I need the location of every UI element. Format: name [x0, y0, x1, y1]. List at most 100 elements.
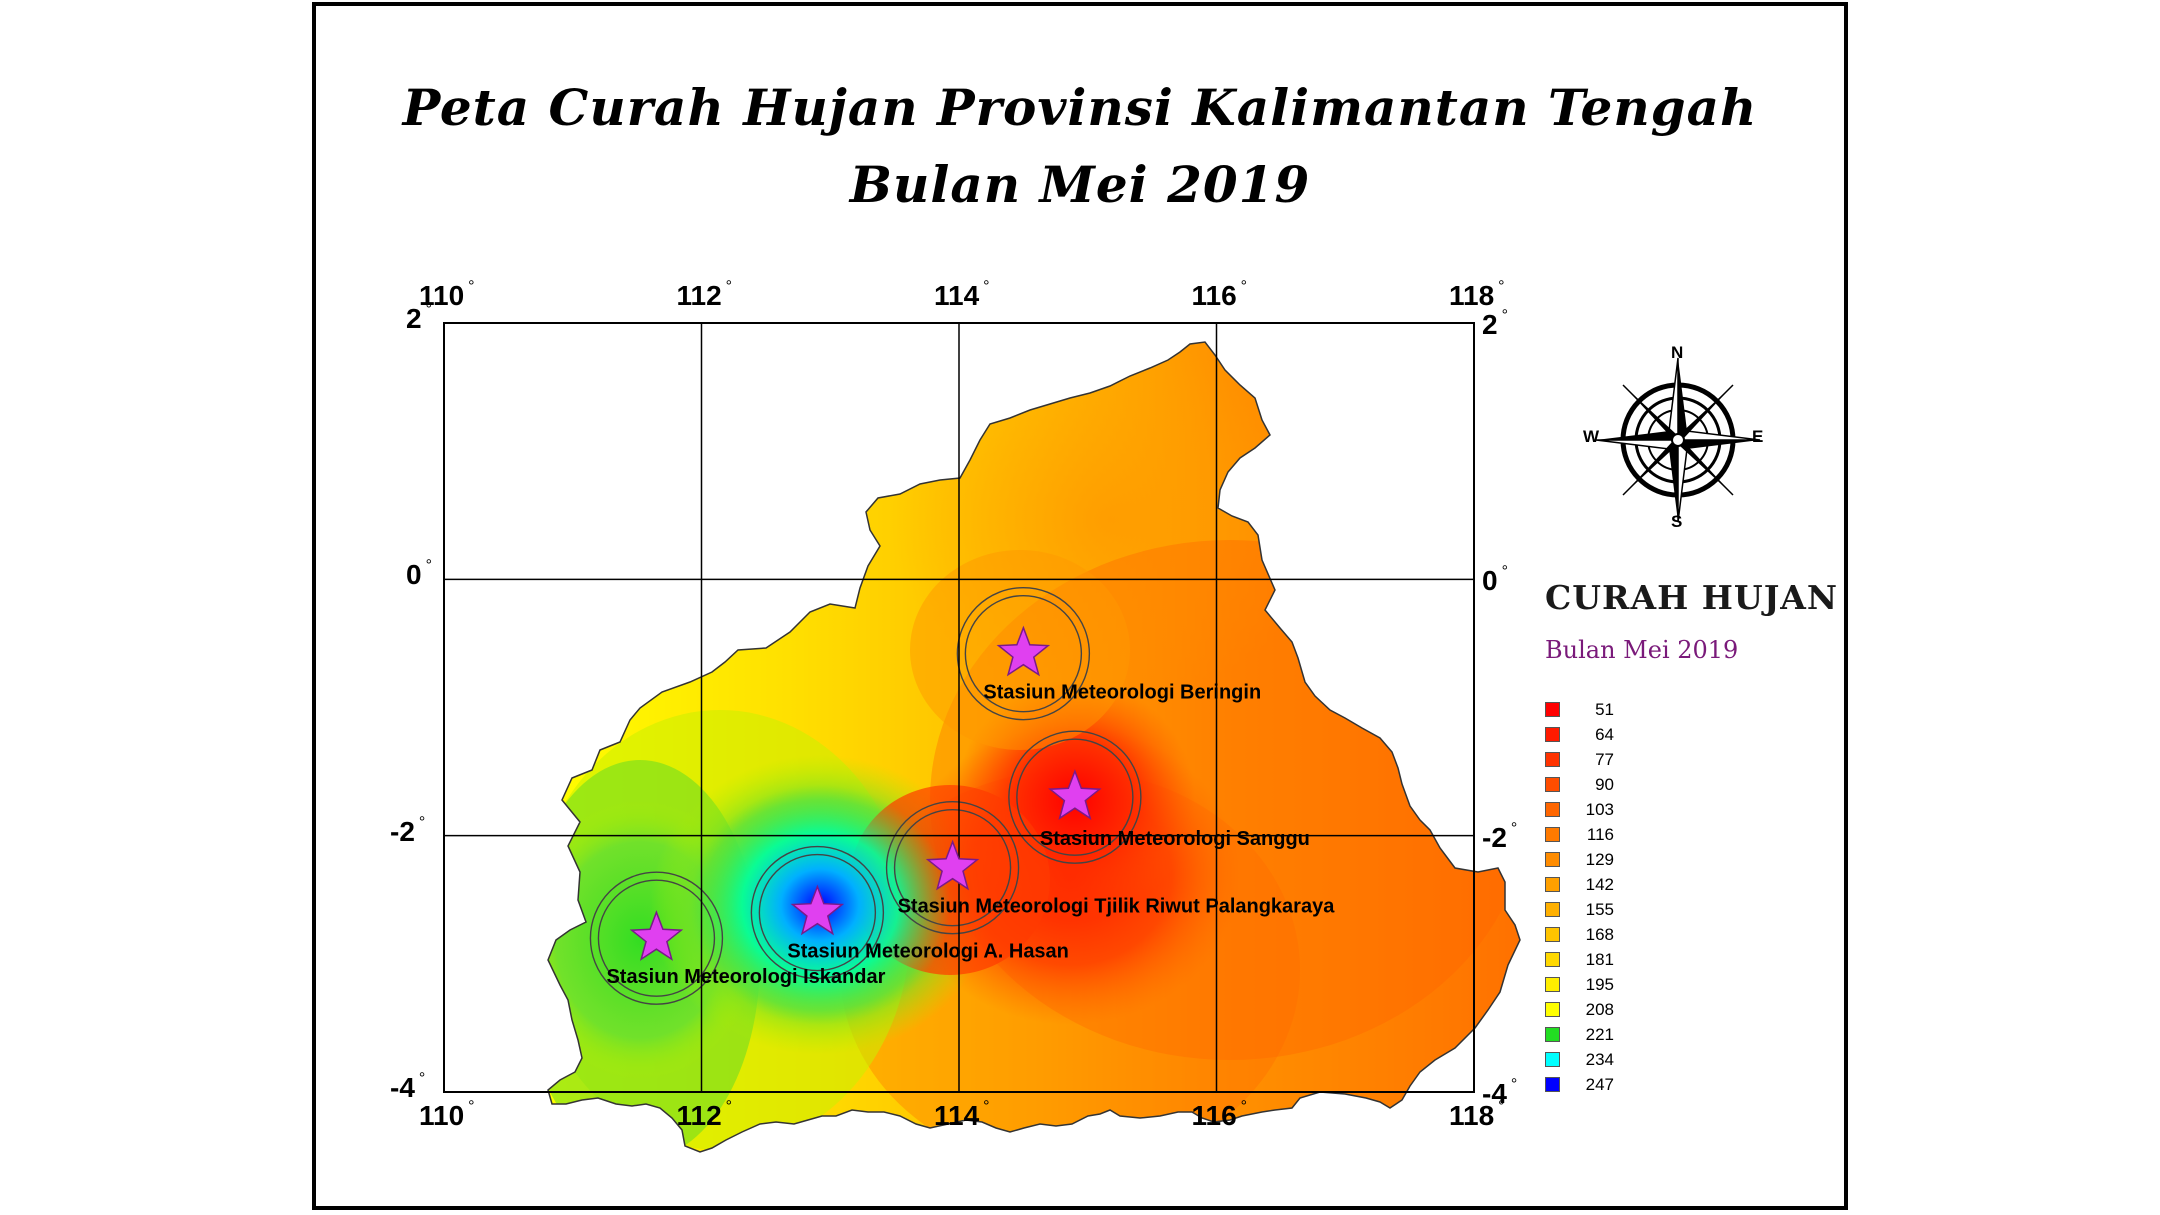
legend-swatch [1545, 1002, 1560, 1017]
legend-value: 103 [1585, 799, 1614, 819]
compass-rose-icon [1595, 357, 1761, 523]
station-marker-star-icon[interactable] [629, 910, 684, 961]
lat-tick-right: 2 ° [1482, 307, 1508, 340]
legend-value: 221 [1585, 1024, 1614, 1044]
legend-value: 142 [1585, 874, 1614, 894]
legend-item: 195 [1545, 972, 1614, 997]
lon-tick-top: 112 ° [676, 278, 733, 311]
legend-item: 221 [1545, 1022, 1614, 1047]
station-label: Stasiun Meteorologi Beringin [983, 682, 1261, 704]
lat-tick-left: -2 ° [390, 813, 426, 847]
legend-swatch [1545, 877, 1560, 892]
station-buffer-ring [885, 801, 1020, 935]
legend-value: 247 [1585, 1074, 1614, 1094]
station-marker-star-icon[interactable] [996, 625, 1051, 677]
station-buffer-ring [893, 809, 1012, 927]
station-marker-star-icon[interactable] [925, 839, 980, 891]
lat-tick-left: 0 ° [406, 557, 432, 591]
lon-tick-bottom: 112 ° [676, 1098, 733, 1131]
province-boundary [547, 341, 1521, 1153]
legend-item: 155 [1545, 897, 1614, 922]
legend-swatch [1545, 777, 1560, 792]
legend-value: 168 [1585, 924, 1614, 944]
legend-item: 129 [1545, 847, 1614, 872]
legend-swatch [1545, 927, 1560, 942]
legend-value: 64 [1595, 724, 1614, 744]
station-label: Stasiun Meteorologi A. Hasan [787, 941, 1069, 963]
legend-item: 181 [1545, 947, 1614, 972]
station-buffer-ring [956, 586, 1091, 721]
compass-north-label: N [1671, 343, 1684, 362]
station-buffer-ring [750, 845, 885, 980]
station-buffer-ring [597, 879, 716, 997]
legend-value: 181 [1585, 949, 1614, 969]
graticule [444, 323, 1474, 1092]
legend-swatch [1545, 952, 1560, 967]
legend-value: 234 [1585, 1049, 1614, 1069]
legend-item: 142 [1545, 872, 1614, 897]
legend-item: 103 [1545, 797, 1614, 822]
lat-tick-right: 0 ° [1482, 563, 1508, 597]
station-label: Stasiun Meteorologi Iskandar [606, 966, 885, 988]
legend-item: 168 [1545, 922, 1614, 947]
legend-swatch [1545, 702, 1560, 717]
legend-item: 208 [1545, 997, 1614, 1022]
map-border [443, 322, 1475, 1093]
stations-layer: Stasiun Meteorologi Beringin Stasiun Mete… [606, 625, 1335, 988]
station-buffer-ring [758, 853, 877, 972]
station-buffer-ring [1016, 738, 1134, 856]
legend-list: 51 64 77 90 103 116 129 142 155 168 181 195 208 221 23… [1545, 697, 1614, 1097]
legend-value: 129 [1585, 849, 1614, 869]
legend-swatch [1545, 827, 1560, 842]
legend-title: CURAH HUJAN [1545, 578, 1839, 617]
station-marker-star-icon[interactable] [790, 884, 845, 936]
station-buffer-ring [964, 594, 1083, 713]
legend-item: 116 [1545, 822, 1614, 847]
lat-tick-right: -4 ° [1482, 1076, 1518, 1109]
legend-value: 77 [1595, 749, 1614, 769]
station-buffer-ring [589, 871, 724, 1005]
lon-tick-bottom: 118 ° [1449, 1098, 1505, 1131]
legend-swatch [1545, 902, 1560, 917]
station-marker-star-icon[interactable] [1048, 769, 1102, 821]
legend-value: 116 [1586, 824, 1614, 844]
lon-tick-bottom: 110 ° [419, 1098, 475, 1131]
legend-value: 208 [1585, 999, 1614, 1019]
legend-swatch [1545, 1052, 1560, 1067]
compass-south-label: S [1671, 512, 1683, 531]
lon-tick-top: 114 ° [934, 278, 990, 311]
legend-swatch [1545, 852, 1560, 867]
legend-item: 90 [1545, 772, 1614, 797]
legend-swatch [1545, 752, 1560, 767]
map-title: Peta Curah Hujan Provinsi Kalimantan Ten… [402, 78, 1758, 137]
map-subtitle: Bulan Mei 2019 [849, 155, 1311, 214]
compass-east-label: E [1752, 427, 1764, 446]
legend-item: 51 [1545, 697, 1614, 722]
lat-tick-left: 2 ° [406, 301, 432, 334]
legend-item: 77 [1545, 747, 1614, 772]
rainfall-surface [548, 342, 1520, 1152]
legend-value: 51 [1595, 699, 1614, 719]
station-buffers [589, 586, 1142, 1005]
legend-swatch [1545, 977, 1560, 992]
legend-item: 64 [1545, 722, 1614, 747]
legend-swatch [1545, 1027, 1560, 1042]
lon-tick-top: 116 ° [1191, 278, 1248, 311]
legend-item: 247 [1545, 1072, 1614, 1097]
legend-subtitle: Bulan Mei 2019 [1545, 636, 1739, 664]
lon-tick-top: 110 ° [419, 278, 475, 311]
legend-swatch [1545, 802, 1560, 817]
legend-item: 234 [1545, 1047, 1614, 1072]
legend-value: 195 [1585, 974, 1614, 994]
legend-value: 155 [1585, 899, 1614, 919]
legend-swatch [1545, 1077, 1560, 1092]
lat-tick-left: -4 ° [390, 1070, 426, 1103]
station-buffer-ring [1008, 730, 1142, 864]
lat-tick-right: -2 ° [1482, 819, 1518, 853]
lon-tick-bottom: 114 ° [934, 1098, 990, 1131]
compass-west-label: W [1583, 427, 1600, 446]
lon-tick-top: 118 ° [1449, 278, 1505, 311]
lon-tick-bottom: 116 ° [1191, 1098, 1248, 1131]
station-label: Stasiun Meteorologi Sanggu [1040, 828, 1310, 850]
